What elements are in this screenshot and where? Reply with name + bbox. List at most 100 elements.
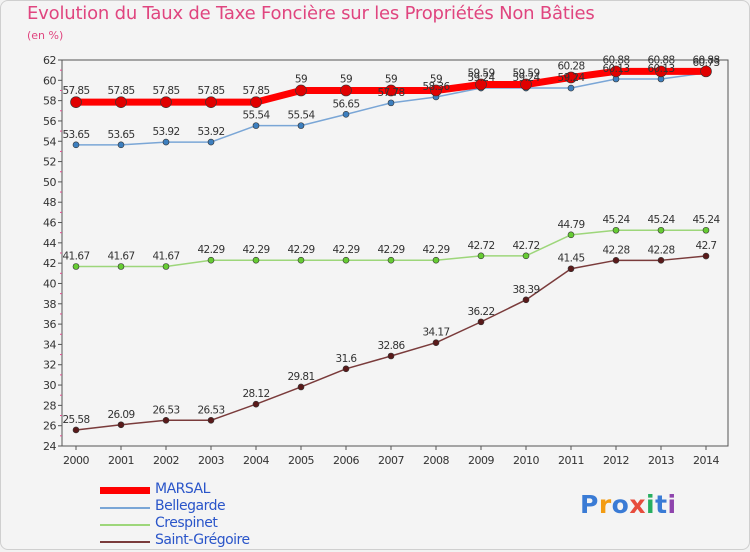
data-point (612, 257, 620, 264)
proxiti-logo: Proxiti (580, 490, 677, 519)
y-tick-label: 36 (43, 318, 56, 331)
legend-label-crespinet: Crespinet (155, 515, 218, 531)
data-point (342, 256, 350, 264)
x-tick-label: 2003 (198, 454, 224, 467)
data-label: 60.13 (602, 63, 629, 75)
data-point (162, 417, 170, 424)
data-label: 38.39 (512, 284, 539, 296)
legend-swatch-crespinet (100, 524, 150, 526)
data-point (522, 252, 530, 260)
data-label: 44.79 (557, 219, 584, 231)
y-tick-label: 62 (43, 54, 56, 67)
legend-swatch-bellegarde (100, 507, 150, 509)
data-label: 58.36 (422, 81, 450, 93)
data-point (477, 252, 485, 260)
legend-swatch-marsal (100, 487, 150, 494)
data-label: 34.17 (422, 327, 449, 339)
data-point (657, 257, 665, 264)
x-tick-label: 2013 (648, 454, 674, 467)
data-label: 41.45 (557, 253, 584, 265)
data-point (432, 339, 440, 346)
data-point (72, 263, 80, 270)
data-point (207, 417, 215, 424)
data-label: 42.29 (422, 244, 449, 256)
data-point (567, 265, 575, 273)
data-point (205, 96, 217, 108)
legend-label-marsal: MARSAL (155, 481, 210, 497)
data-label: 45.24 (602, 214, 630, 226)
data-label: 36.22 (467, 306, 494, 318)
data-label: 60.28 (557, 60, 584, 72)
data-point (162, 263, 170, 270)
data-label: 60.88 (647, 54, 674, 66)
data-label: 42.7 (696, 240, 717, 252)
data-point (612, 226, 620, 234)
x-tick-label: 2005 (288, 454, 314, 467)
y-tick-label: 34 (43, 338, 56, 351)
data-label: 57.85 (107, 85, 134, 97)
data-label: 32.86 (377, 340, 405, 352)
data-label: 42.28 (602, 244, 629, 256)
x-tick-label: 2014 (693, 454, 719, 467)
data-label: 31.6 (336, 353, 358, 365)
x-tick-label: 2009 (468, 454, 494, 467)
data-point (477, 318, 485, 326)
data-label: 57.85 (152, 85, 179, 97)
y-tick-label: 50 (43, 176, 56, 189)
y-tick-label: 30 (43, 379, 56, 392)
x-tick-label: 2010 (513, 454, 539, 467)
data-label: 45.24 (647, 214, 675, 226)
y-tick-label: 48 (43, 196, 56, 209)
data-point (655, 65, 667, 78)
unit-label: (en %) (27, 29, 64, 42)
data-label: 26.53 (152, 404, 179, 416)
data-label: 29.81 (287, 371, 314, 383)
data-point (522, 296, 530, 304)
data-label: 60.88 (692, 54, 719, 66)
data-label: 41.67 (62, 251, 89, 263)
data-label: 45.24 (692, 214, 720, 226)
data-point (252, 400, 260, 408)
data-point (387, 352, 395, 360)
y-tick-label: 46 (43, 217, 56, 230)
data-label: 25.58 (62, 414, 89, 426)
data-label: 59 (295, 73, 307, 85)
data-label: 26.09 (107, 409, 134, 421)
y-tick-label: 32 (43, 359, 56, 372)
data-point (115, 96, 127, 108)
data-point (567, 231, 575, 239)
y-tick-label: 24 (43, 440, 56, 453)
data-label: 42.29 (197, 244, 224, 256)
y-tick-label: 40 (43, 277, 56, 290)
x-tick-label: 2002 (153, 454, 179, 467)
x-tick-label: 2007 (378, 454, 404, 467)
data-point (207, 138, 215, 146)
legend-swatch-saint-gregoire (100, 541, 150, 543)
y-tick-label: 60 (43, 74, 56, 87)
data-point (567, 84, 575, 92)
data-point (702, 252, 710, 260)
data-point (70, 96, 82, 108)
data-point (702, 226, 710, 234)
data-label: 42.28 (647, 244, 674, 256)
data-point (117, 421, 125, 429)
data-label: 59.59 (512, 67, 539, 79)
data-label: 57.85 (242, 85, 269, 97)
data-label: 59.24 (512, 72, 540, 84)
data-point (385, 84, 397, 97)
data-label: 42.72 (467, 240, 494, 252)
y-tick-label: 56 (43, 115, 56, 128)
x-tick-label: 2001 (108, 454, 134, 467)
data-label: 55.54 (287, 110, 315, 122)
data-label: 42.29 (377, 244, 404, 256)
data-label: 53.92 (152, 126, 179, 138)
y-tick-label: 42 (43, 257, 56, 270)
x-tick-label: 2006 (333, 454, 359, 467)
data-point (340, 84, 352, 97)
data-point (700, 65, 712, 78)
data-point (342, 365, 350, 373)
data-label: 60.13 (647, 63, 674, 75)
data-point (160, 96, 172, 108)
data-label: 42.29 (332, 244, 359, 256)
